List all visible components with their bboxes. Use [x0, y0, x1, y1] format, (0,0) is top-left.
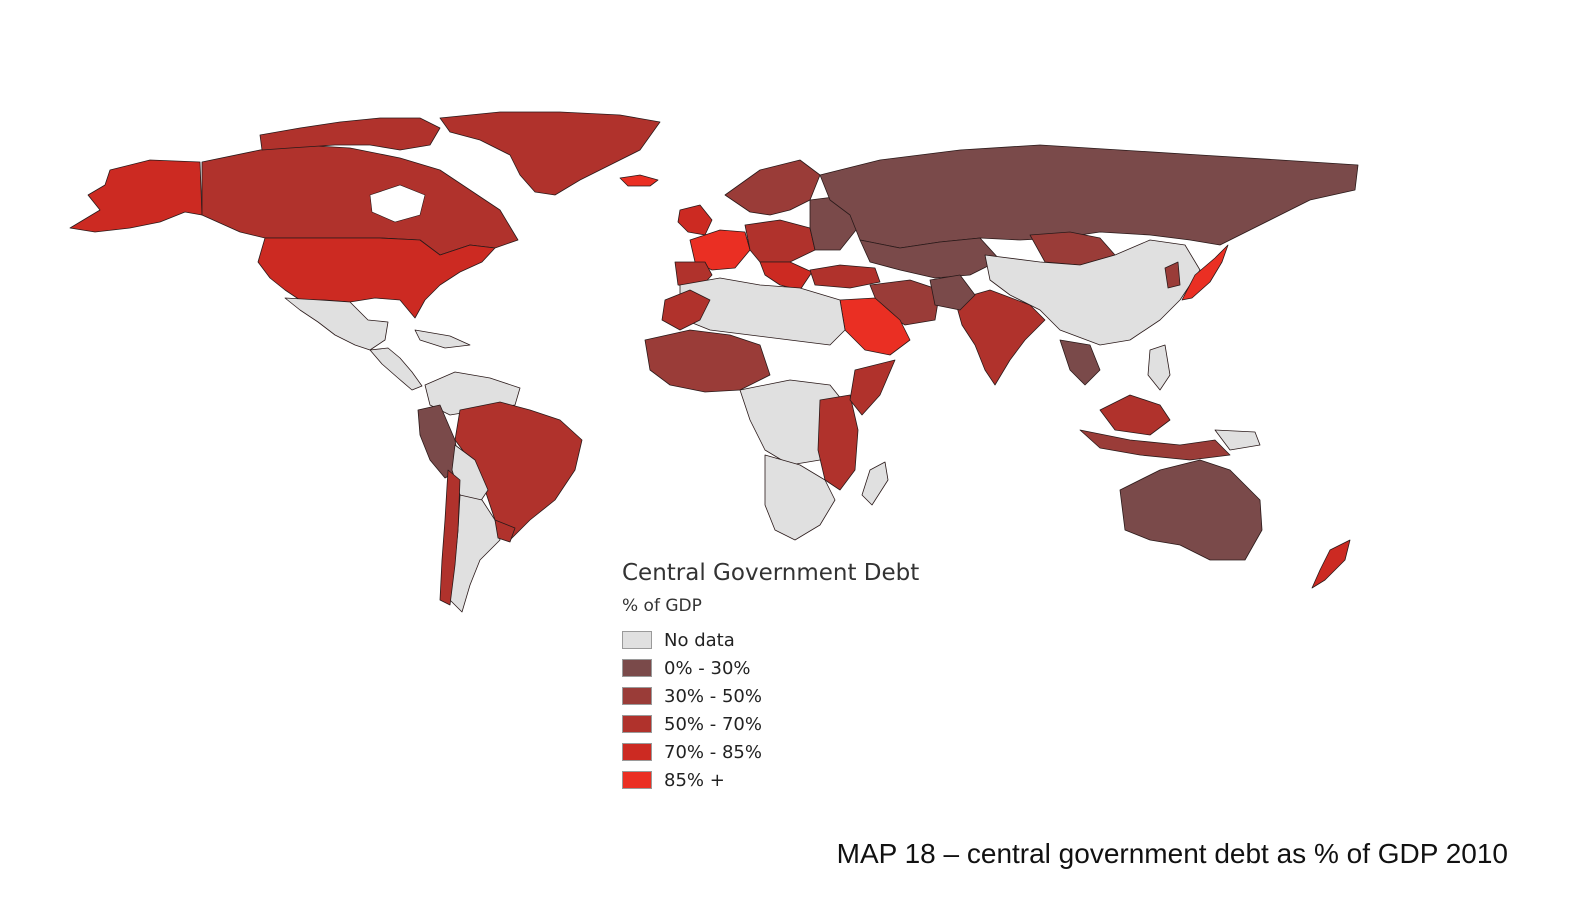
region-russia: [819, 144, 1359, 249]
region-indonesia-east: [1079, 429, 1231, 461]
region-korea: [1164, 261, 1181, 289]
legend-swatch: [622, 743, 652, 761]
legend-item-no-data: No data: [622, 626, 942, 654]
legend-swatch: [622, 715, 652, 733]
legend-subtitle: % of GDP: [622, 596, 702, 616]
legend-swatch: [622, 771, 652, 789]
legend-item-85-plus: 85% +: [622, 766, 942, 794]
legend-item-70-85: 70% - 85%: [622, 738, 942, 766]
region-madagascar: [861, 461, 889, 506]
region-canadian-arctic: [259, 117, 441, 151]
legend-item-0-30: 0% - 30%: [622, 654, 942, 682]
region-kazakhstan: [859, 237, 1001, 279]
region-malaysia-indonesia: [1099, 394, 1171, 436]
region-philippines: [1147, 344, 1171, 391]
legend-swatch: [622, 687, 652, 705]
region-uk-ireland: [677, 204, 713, 236]
region-japan: [1181, 244, 1229, 301]
legend-label: 0% - 30%: [664, 657, 751, 679]
region-iceland: [619, 174, 659, 187]
legend-item-50-70: 50% - 70%: [622, 710, 942, 738]
region-greenland: [439, 111, 661, 196]
region-horn-of-africa: [849, 359, 896, 416]
region-saudi-arabia: [839, 297, 911, 356]
region-north-africa: [679, 277, 846, 346]
region-east-africa: [817, 394, 859, 491]
region-uruguay: [494, 519, 516, 543]
region-southeast-asia: [1059, 339, 1101, 386]
legend-title: Central Government Debt: [622, 560, 920, 586]
region-china: [984, 239, 1201, 346]
region-papua: [1214, 429, 1261, 451]
region-mexico: [284, 297, 389, 351]
region-turkey: [809, 264, 881, 289]
legend-label: 85% +: [664, 769, 725, 791]
region-central-america: [369, 347, 423, 391]
region-morocco-algeria: [661, 289, 711, 331]
region-australia: [1119, 459, 1263, 561]
legend-swatch: [622, 631, 652, 649]
legend-swatch: [622, 659, 652, 677]
region-west-africa: [644, 329, 771, 393]
map-caption: MAP 18 – central government debt as % of…: [836, 838, 1508, 869]
hudson-bay: [369, 184, 426, 223]
region-india: [954, 289, 1046, 386]
region-central-europe: [744, 219, 816, 263]
region-chile: [439, 469, 461, 606]
legend-label: No data: [664, 629, 735, 651]
legend-label: 30% - 50%: [664, 685, 762, 707]
map-legend: Central Government Debt % of GDP No data…: [622, 560, 942, 794]
legend-label: 70% - 85%: [664, 741, 762, 763]
region-southern-africa: [764, 454, 836, 541]
region-alaska: [69, 159, 203, 233]
region-new-zealand: [1311, 539, 1351, 589]
legend-label: 50% - 70%: [664, 713, 762, 735]
region-caribbean: [414, 329, 471, 349]
region-pakistan-afghanistan: [929, 274, 976, 311]
region-scandinavia: [724, 159, 821, 216]
legend-item-30-50: 30% - 50%: [622, 682, 942, 710]
region-usa: [257, 237, 496, 319]
